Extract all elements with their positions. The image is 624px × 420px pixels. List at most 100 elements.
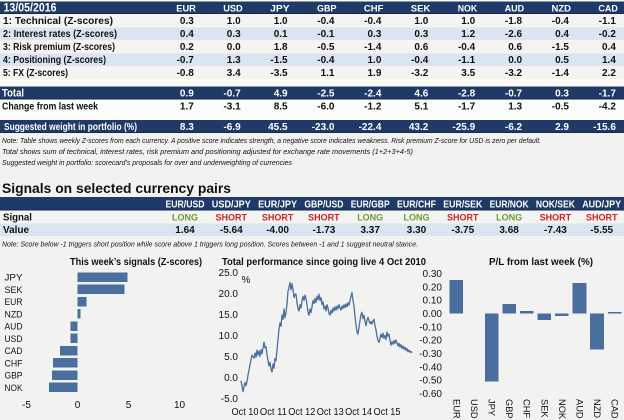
svg-text:USD: USD xyxy=(223,4,243,15)
svg-text:3.4: 3.4 xyxy=(227,68,241,79)
svg-text:-1.4: -1.4 xyxy=(552,68,570,79)
svg-text:0: 0 xyxy=(75,400,81,411)
svg-text:-0.7: -0.7 xyxy=(177,55,195,66)
svg-text:CAD: CAD xyxy=(610,399,620,419)
svg-text:SHORT: SHORT xyxy=(586,213,618,223)
svg-text:SEK: SEK xyxy=(539,399,549,418)
svg-text:-0.4: -0.4 xyxy=(411,55,429,66)
svg-text:CAD: CAD xyxy=(598,4,618,15)
svg-text:NOK/SEK: NOK/SEK xyxy=(536,200,575,211)
svg-text:5.1: 5.1 xyxy=(414,102,428,113)
svg-text:0.0: 0.0 xyxy=(508,55,522,66)
svg-text:CHF: CHF xyxy=(5,358,23,368)
svg-text:5: 5 xyxy=(126,400,132,411)
svg-text:0.5: 0.5 xyxy=(555,55,569,66)
svg-text:AUD/JPY: AUD/JPY xyxy=(582,200,621,211)
svg-text:USD/JPY: USD/JPY xyxy=(212,200,251,211)
svg-text:Suggested weight in portfolio: Suggested weight in portfolio (%) xyxy=(4,121,137,133)
svg-text:1.3: 1.3 xyxy=(508,102,522,113)
svg-text:JPY: JPY xyxy=(5,273,23,283)
svg-text:-0.4: -0.4 xyxy=(364,16,382,27)
svg-text:-5.0: -5.0 xyxy=(221,394,239,405)
svg-text:This week’s signals (Z-scores): This week’s signals (Z-scores) xyxy=(70,256,202,268)
svg-text:-0.2: -0.2 xyxy=(599,29,617,40)
svg-text:-1.7: -1.7 xyxy=(458,102,476,113)
svg-text:-6.0: -6.0 xyxy=(317,102,335,113)
svg-text:NZD: NZD xyxy=(592,399,602,418)
svg-text:-23.0: -23.0 xyxy=(312,122,335,133)
svg-text:-0.50: -0.50 xyxy=(419,376,442,387)
svg-text:1.3: 1.3 xyxy=(227,55,241,66)
svg-text:SHORT: SHORT xyxy=(262,213,294,223)
svg-text:Oct 13: Oct 13 xyxy=(317,407,344,418)
svg-text:AUD: AUD xyxy=(505,4,525,15)
svg-text:-1.2: -1.2 xyxy=(364,102,382,113)
svg-text:5.0: 5.0 xyxy=(224,352,238,363)
svg-text:-3.1: -3.1 xyxy=(223,102,241,113)
svg-text:3.30: 3.30 xyxy=(407,225,427,236)
svg-text:1.9: 1.9 xyxy=(367,68,381,79)
svg-text:8.5: 8.5 xyxy=(274,102,288,113)
svg-text:0.3: 0.3 xyxy=(367,29,381,40)
svg-text:-0.5: -0.5 xyxy=(552,102,570,113)
svg-text:AUD: AUD xyxy=(575,399,585,419)
svg-text:1.0: 1.0 xyxy=(274,16,288,27)
svg-text:1: Technical (Z-scores): 1: Technical (Z-scores) xyxy=(3,16,113,27)
svg-text:EUR/JPY: EUR/JPY xyxy=(258,200,297,211)
svg-text:CHF: CHF xyxy=(364,4,384,15)
svg-text:-0.5: -0.5 xyxy=(317,42,335,53)
svg-text:NZD: NZD xyxy=(552,4,572,15)
svg-text:EUR: EUR xyxy=(176,4,196,15)
svg-text:0.4: 0.4 xyxy=(602,42,616,53)
svg-text:Change from last week: Change from last week xyxy=(2,101,98,113)
svg-text:SHORT: SHORT xyxy=(216,213,248,223)
svg-text:-6.2: -6.2 xyxy=(505,122,523,133)
svg-text:-7.43: -7.43 xyxy=(544,225,567,236)
svg-text:-3.5: -3.5 xyxy=(270,68,288,79)
svg-text:EUR/SEK: EUR/SEK xyxy=(443,200,482,211)
svg-text:LONG: LONG xyxy=(357,213,383,223)
svg-text:USD: USD xyxy=(469,399,479,419)
svg-text:-4.00: -4.00 xyxy=(266,225,289,236)
svg-text:-5: -5 xyxy=(22,400,31,411)
svg-text:0.30: 0.30 xyxy=(423,269,443,280)
svg-text:5: FX (Z-scores): 5: FX (Z-scores) xyxy=(3,68,68,79)
svg-text:-0.30: -0.30 xyxy=(419,349,442,360)
svg-text:0.0: 0.0 xyxy=(227,42,241,53)
svg-text:JPY: JPY xyxy=(487,399,497,416)
svg-text:LONG: LONG xyxy=(172,213,198,223)
svg-text:-0.7: -0.7 xyxy=(505,89,523,100)
svg-text:1.1: 1.1 xyxy=(321,68,335,79)
svg-text:-0.4: -0.4 xyxy=(317,16,335,27)
svg-text:0.10: 0.10 xyxy=(423,296,443,307)
svg-text:GBP: GBP xyxy=(317,4,337,15)
svg-text:0.6: 0.6 xyxy=(414,42,428,53)
svg-text:-2.6: -2.6 xyxy=(505,29,523,40)
svg-text:Signals on selected currency p: Signals on selected currency pairs xyxy=(2,181,231,196)
svg-text:4.6: 4.6 xyxy=(414,89,428,100)
svg-text:-0.4: -0.4 xyxy=(317,55,335,66)
svg-text:Value: Value xyxy=(3,225,29,236)
svg-text:CAD: CAD xyxy=(5,346,23,356)
svg-text:Total: Total xyxy=(2,88,24,100)
svg-text:CHF: CHF xyxy=(522,399,532,418)
svg-text:10.0: 10.0 xyxy=(219,331,239,342)
svg-text:-4.2: -4.2 xyxy=(599,102,617,113)
svg-text:Total performance since going: Total performance since going live 4 Oct… xyxy=(222,256,426,268)
svg-text:Signal: Signal xyxy=(3,213,32,224)
svg-text:43.2: 43.2 xyxy=(409,122,429,133)
svg-text:EUR: EUR xyxy=(451,399,461,419)
svg-text:0.9: 0.9 xyxy=(180,89,194,100)
svg-text:-0.4: -0.4 xyxy=(458,42,476,53)
svg-text:1.0: 1.0 xyxy=(367,55,381,66)
svg-text:1.0: 1.0 xyxy=(461,16,475,27)
svg-text:USD: USD xyxy=(5,334,23,344)
svg-text:0.0: 0.0 xyxy=(224,373,238,384)
svg-text:-0.20: -0.20 xyxy=(419,336,442,347)
svg-text:LONG: LONG xyxy=(404,213,430,223)
svg-text:1.2: 1.2 xyxy=(461,29,475,40)
svg-text:0.3: 0.3 xyxy=(227,29,241,40)
svg-text:3.68: 3.68 xyxy=(499,225,519,236)
svg-text:1.7: 1.7 xyxy=(180,102,194,113)
svg-text:-0.60: -0.60 xyxy=(419,389,442,400)
